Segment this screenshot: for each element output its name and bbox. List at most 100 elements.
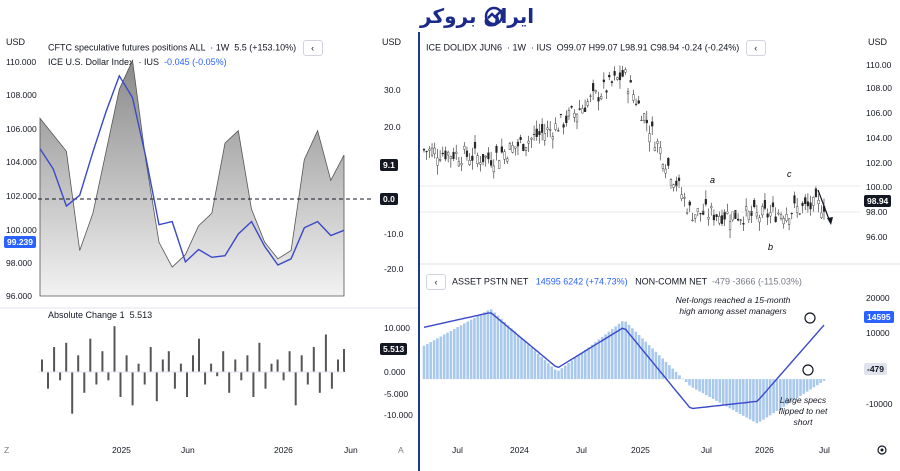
positions-axis-tick: -10000 [866,399,893,409]
candle-body [546,127,549,130]
absolute-change-bar [222,351,225,372]
absolute-change-bar [95,372,98,385]
noncomm-net-bar [503,322,506,380]
candle-body [653,147,656,151]
noncomm-net-bar [644,341,648,380]
candle-body [750,211,753,216]
right-axis-tick: 30.0 [384,85,401,95]
legend-absolute-change[interactable]: Absolute Change 1 5.513 [48,310,152,320]
legend-asset-change: 6242 (+74.73%) [563,276,628,287]
candle-body [600,96,603,100]
legend-cftc-name: CFTC speculative futures positions ALL [48,42,206,53]
noncomm-net-bar [762,379,765,420]
candle-body [739,219,742,221]
legend-positions[interactable]: ‹ ASSET PSTN NET 14595 6242 (+74.73%) NO… [426,274,802,290]
legend-cftc[interactable]: CFTC speculative futures positions ALL ·… [48,40,323,56]
legend-symbol: ICE DOLIDX JUN6 [426,42,503,53]
collapse-legend-button[interactable]: ‹ [302,40,323,56]
candle-body [490,160,493,166]
collapse-sub-legend-button[interactable]: ‹ [426,274,446,290]
candle-body [769,212,772,217]
noncomm-net-bar [429,342,432,380]
legend-change: -0.24 (-0.24%) [681,42,740,53]
candle-body [578,108,581,110]
legend-dxy-change: -0.045 (-0.05%) [164,57,227,67]
noncomm-net-bar [520,337,523,380]
absolute-change-bar [155,372,158,402]
noncomm-net-bar [799,379,802,396]
absolute-change-bar [210,363,213,372]
noncomm-net-bar [641,338,644,380]
noncomm-net-bar [449,330,453,380]
currency-selector-left[interactable]: USD [6,37,26,47]
legend-dolidx[interactable]: ICE DOLIDX JUN6 · 1W · IUS O99.07 H99.07… [426,40,766,56]
currency-selector-right[interactable]: USD [382,37,402,47]
noncomm-net-bar [805,379,809,392]
absolute-change-bar [318,372,321,393]
candle-body [616,77,619,80]
noncomm-net-bar [607,331,611,380]
candle-body [457,161,460,167]
legend-dxy[interactable]: ICE U.S. Dollar Index · IUS -0.045 (-0.0… [48,57,227,67]
price-axis-tick: 102.00 [866,158,892,168]
legend-close: C98.94 [650,42,680,53]
absolute-change-bar [186,372,188,397]
noncomm-net-bar [735,379,738,412]
noncomm-net-bar [506,325,510,380]
noncomm-net-bar [597,339,601,380]
candle-body [516,141,520,147]
left-axis-tick: 108.000 [6,90,37,100]
noncomm-net-bar [600,336,604,380]
dxy-price-tag: 99.239 [4,236,36,248]
wave-label-c: c [787,169,792,179]
candle-body [618,72,622,81]
candle-body [806,201,809,207]
noncomm-net-bar [432,340,436,380]
absolute-change-bar [161,359,164,372]
noncomm-net-bar [523,341,527,380]
wave-label-a: a [710,175,715,185]
noncomm-net-bar [486,310,490,380]
candle-body [677,177,681,182]
absolute-change-bar [198,338,200,372]
absolute-change-bar [216,372,219,377]
candle-body [664,168,667,174]
noncomm-net-bar [812,379,816,388]
candle-body [425,151,428,153]
candle-body [549,129,552,131]
noncomm-net-bar [765,379,769,418]
candle-body [586,101,589,106]
absolute-change-bar [192,355,194,372]
absolute-change-bar [53,347,56,372]
noncomm-net-bar [476,316,480,380]
candle-body [758,217,761,223]
candle-body [796,206,799,213]
absolute-change-bar [300,355,303,372]
absolute-change-bar [343,349,345,372]
noncomm-net-bar [631,328,634,380]
noncomm-net-bar [695,379,698,390]
collapse-legend-button[interactable]: ‹ [745,40,766,56]
candle-body [804,197,807,205]
settings-gear-icon[interactable] [876,444,888,456]
legend-cftc-change: (+153.10%) [249,42,297,53]
candle-body [712,214,716,221]
absolute-change-bar [41,359,43,372]
candle-body [468,160,471,165]
candle-body [503,151,506,160]
noncomm-net-bar [473,317,476,380]
legend-asset-value: 14595 [535,276,561,287]
forecast-arrow [817,189,831,223]
left-axis-tick: 96.000 [6,291,32,301]
candle-body [715,214,718,217]
sub-axis-tick: -5.000 [384,389,409,399]
absolute-change-bar [264,372,267,389]
candle-body [685,212,689,214]
annotation-large-specs: Large specs flipped to net short [778,395,828,427]
left-axis-tick: 100.000 [6,225,37,235]
candle-body [723,211,726,220]
sub-axis-tick: -10.000 [384,410,413,420]
absolute-change-bar [101,351,104,372]
currency-selector[interactable]: USD [868,37,888,47]
legend-abs-period: 1 [119,310,125,320]
